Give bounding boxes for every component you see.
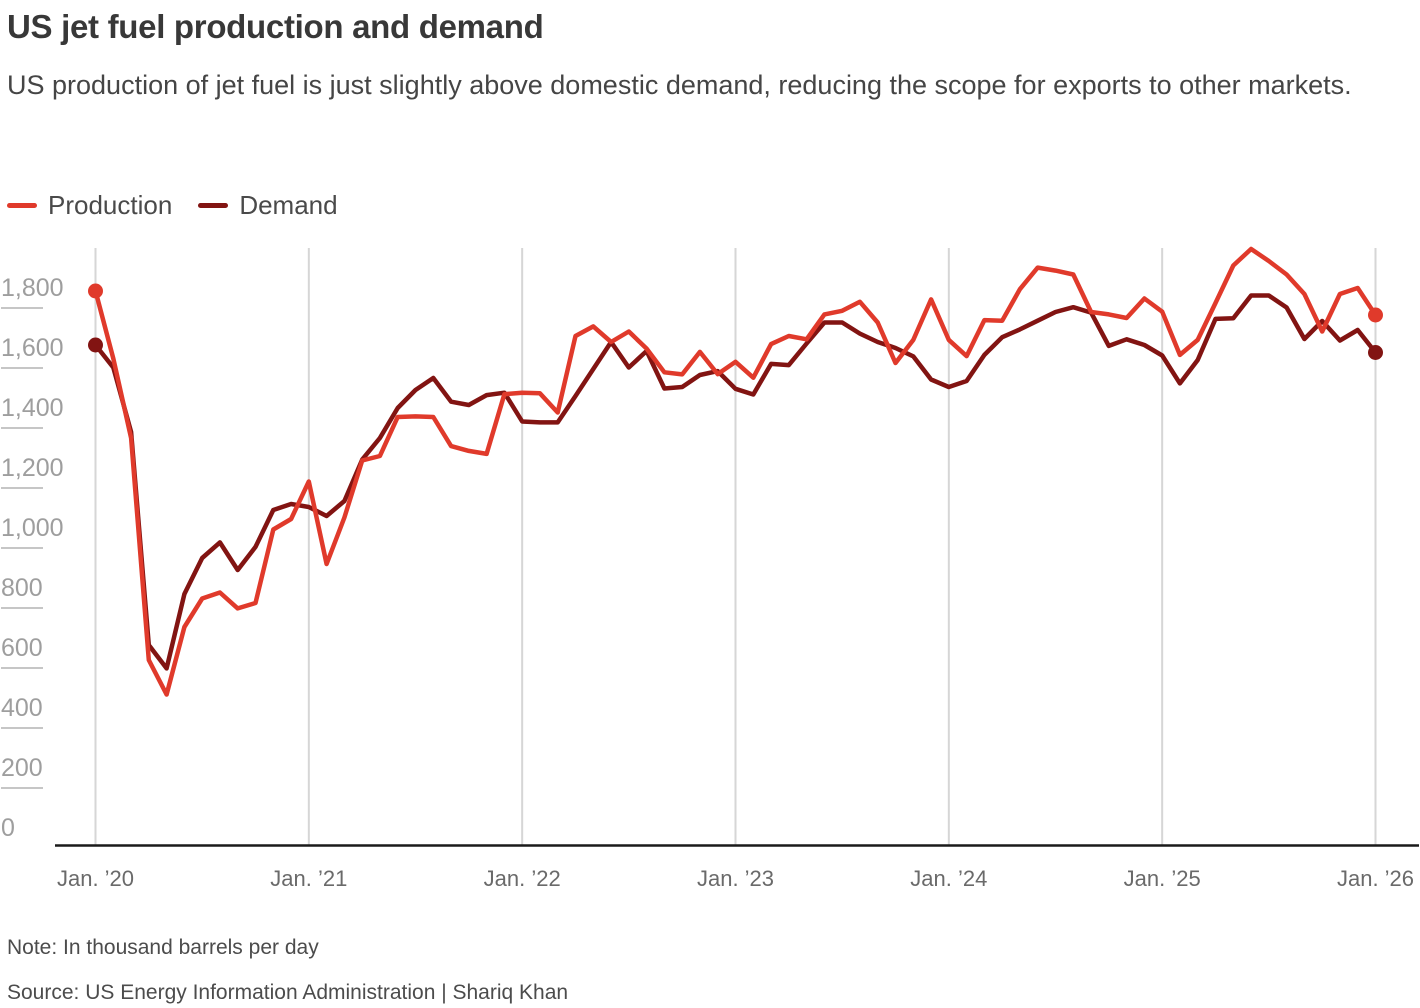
y-tick-dash xyxy=(1,307,43,309)
x-tick-label: Jan. ’24 xyxy=(910,866,987,891)
y-tick-label: 1,800 xyxy=(1,274,64,302)
x-tick-label: Jan. ’22 xyxy=(484,866,561,891)
chart-title: US jet fuel production and demand xyxy=(7,8,544,45)
y-tick-dash xyxy=(1,487,43,489)
y-tick-dash xyxy=(1,367,43,369)
demand-legend-label: Demand xyxy=(239,190,338,220)
y-tick-label: 1,200 xyxy=(1,454,64,482)
y-tick-label: 600 xyxy=(1,634,43,662)
x-tick-label: Jan. ’21 xyxy=(270,866,347,891)
x-tick-label: Jan. ’23 xyxy=(697,866,774,891)
production-endpoint-dot xyxy=(88,283,103,299)
production-legend-label: Production xyxy=(48,190,173,220)
y-tick-dash xyxy=(1,727,43,729)
x-tick-label: Jan. ’20 xyxy=(57,866,134,891)
y-tick-dash xyxy=(1,667,43,669)
source-text: Source: US Energy Information Administra… xyxy=(7,981,569,1004)
y-tick-label: 800 xyxy=(1,574,43,602)
y-tick-dash xyxy=(1,787,43,789)
demand-line xyxy=(93,293,1378,671)
production-line xyxy=(93,246,1378,697)
legend-item-demand: Demand xyxy=(198,190,338,221)
y-tick-label: 0 xyxy=(1,814,15,842)
chart-subtitle: US production of jet fuel is just slight… xyxy=(7,70,1352,100)
y-tick-label: 1,400 xyxy=(1,394,64,422)
production-endpoint-dot xyxy=(1368,307,1383,323)
y-tick-label: 1,000 xyxy=(1,514,64,542)
y-tick-label: 400 xyxy=(1,694,43,722)
demand-endpoint-dot xyxy=(1368,345,1383,360)
y-tick-dash xyxy=(1,607,43,609)
production-legend-swatch xyxy=(7,203,37,208)
legend: Production Demand xyxy=(7,190,338,221)
y-tick-dash xyxy=(1,547,43,549)
y-tick-label: 200 xyxy=(1,754,43,782)
note-text: Note: In thousand barrels per day xyxy=(7,936,319,959)
legend-item-production: Production xyxy=(7,190,172,221)
demand-legend-swatch xyxy=(198,203,229,208)
demand-endpoint-dot xyxy=(88,337,103,353)
y-tick-label: 1,600 xyxy=(1,334,64,362)
x-tick-label: Jan. ’26 xyxy=(1337,866,1414,891)
x-tick-label: Jan. ’25 xyxy=(1124,866,1201,891)
y-tick-dash xyxy=(1,427,43,429)
